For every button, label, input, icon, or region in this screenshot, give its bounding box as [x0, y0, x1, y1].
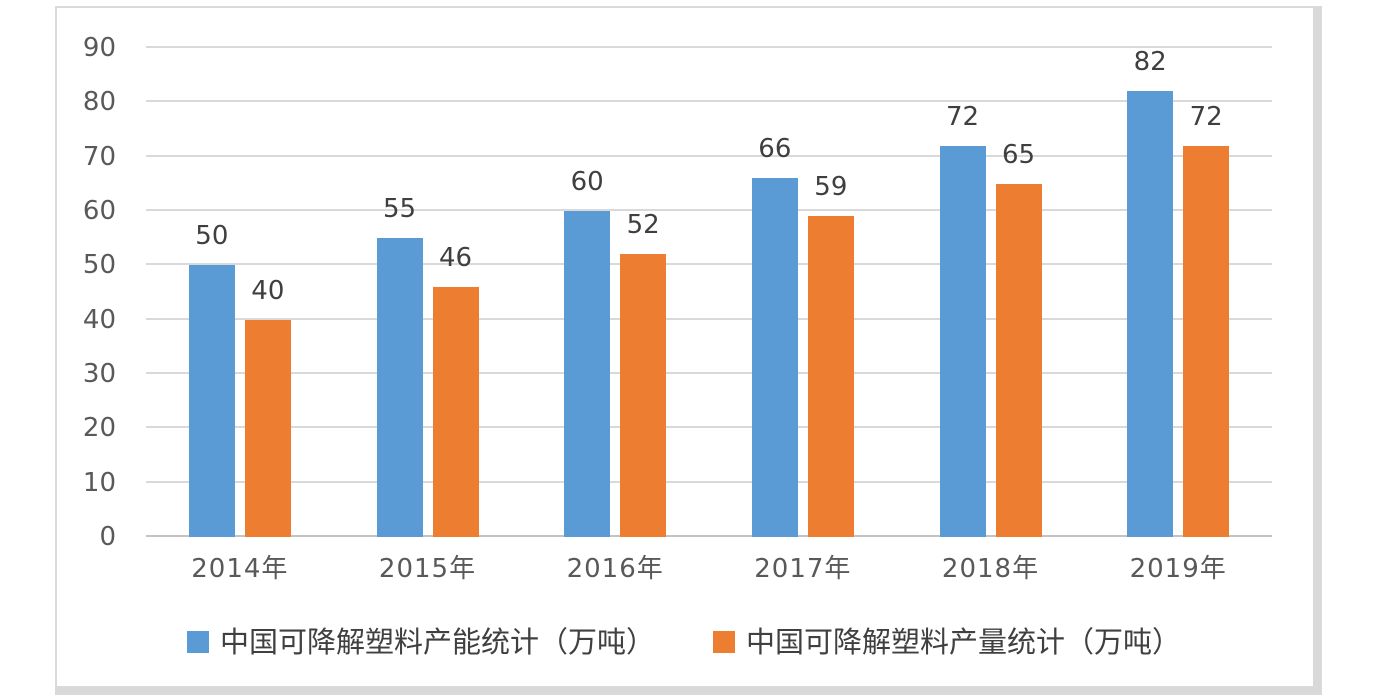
y-tick-label-40: 40 [82, 304, 116, 335]
legend-swatch-blue-icon [186, 631, 209, 653]
gridline-90 [146, 46, 1272, 48]
data-label: 46 [438, 243, 473, 274]
legend: 中国可降解塑料产能统计（万吨） 中国可降解塑料产量统计（万吨） [57, 624, 1311, 660]
y-tick-label-80: 80 [82, 87, 116, 118]
bar-series1-2016年: 60 [564, 167, 611, 537]
data-label: 72 [945, 101, 980, 132]
data-label: 40 [251, 275, 285, 306]
bar-series2-2015年: 46 [432, 243, 479, 537]
gridline-20 [146, 426, 1272, 429]
y-tick-label-10: 10 [82, 467, 116, 498]
x-tick-label-3: 2016年 [566, 554, 664, 584]
x-tick-label-5: 2018年 [941, 554, 1040, 584]
y-tick-label-60: 60 [82, 196, 116, 226]
bar-series1-2015年: 55 [376, 194, 423, 537]
x-tick-label-6: 2019年 [1129, 554, 1227, 584]
data-label: 55 [382, 194, 417, 225]
legend-item-capacity: 中国可降解塑料产能统计（万吨） [186, 624, 655, 660]
data-label: 52 [626, 210, 660, 241]
data-label: 60 [570, 167, 604, 197]
gridline-60 [146, 209, 1272, 211]
bar-series1-2014年: 50 [188, 221, 235, 537]
legend-swatch-orange-icon [713, 631, 735, 653]
bar-series1-2019年: 82 [1127, 47, 1174, 537]
bar-group-2: 55 46 2015年 [334, 48, 522, 584]
y-tick-label-0: 0 [99, 522, 116, 552]
bar-series2-2019年: 72 [1183, 102, 1230, 537]
bar-series2-2017年: 59 [807, 172, 854, 537]
x-axis-line [146, 535, 1272, 537]
data-label: 50 [195, 221, 229, 252]
data-label: 65 [1001, 139, 1036, 170]
x-tick-label-2: 2015年 [378, 554, 477, 584]
chart-frame: 0 10 20 30 40 50 60 70 80 90 50 40 2014年 55 46 2015年 60 5… [55, 6, 1322, 695]
y-tick-label-30: 30 [82, 359, 116, 389]
data-label: 66 [758, 134, 792, 165]
legend-item-output: 中国可降解塑料产量统计（万吨） [713, 624, 1181, 660]
plot-area: 0 10 20 30 40 50 60 70 80 90 50 40 2014年 55 46 2015年 60 5… [83, 33, 1272, 584]
bar-group-3: 60 52 2016年 [521, 48, 709, 584]
bar-groups: 50 40 2014年 55 46 2015年 60 52 2016年 66 59 2017年 72 65… [146, 47, 1272, 584]
legend-label-output: 中国可降解塑料产量统计（万吨） [746, 625, 1182, 659]
bar-series2-2014年: 40 [244, 276, 291, 537]
gridline-80 [146, 100, 1272, 103]
bar-series1-2018年: 72 [939, 102, 986, 537]
gridline-30 [146, 372, 1272, 374]
gridline-10 [146, 480, 1272, 483]
bar-series2-2018年: 65 [995, 140, 1042, 537]
legend-label-capacity: 中国可降解塑料产能统计（万吨） [219, 625, 655, 659]
gridline-40 [146, 317, 1272, 320]
bar-series2-2016年: 52 [620, 210, 667, 537]
data-label: 82 [1133, 47, 1167, 78]
y-tick-label-90: 90 [82, 33, 116, 63]
data-label: 59 [814, 172, 848, 203]
bar-group-6: 82 72 2019年 [1084, 47, 1272, 584]
bar-group-5: 72 65 2018年 [897, 48, 1085, 584]
bar-group-4: 66 59 2017年 [709, 48, 897, 584]
y-tick-label-70: 70 [82, 141, 116, 172]
y-tick-label-50: 50 [82, 250, 116, 281]
bar-group-1: 50 40 2014年 [146, 48, 334, 584]
bar-series1-2017年: 66 [751, 134, 798, 537]
gridline-50 [146, 263, 1272, 266]
gridline-70 [146, 154, 1272, 157]
x-tick-label-4: 2017年 [754, 554, 852, 584]
data-label: 72 [1189, 101, 1223, 132]
x-tick-label-1: 2014年 [191, 554, 289, 584]
y-tick-label-20: 20 [82, 413, 116, 444]
